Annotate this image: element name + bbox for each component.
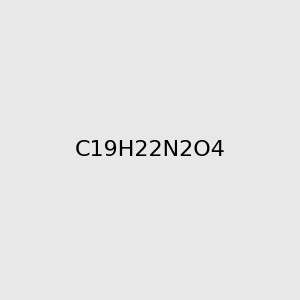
Text: C19H22N2O4: C19H22N2O4: [75, 140, 225, 160]
